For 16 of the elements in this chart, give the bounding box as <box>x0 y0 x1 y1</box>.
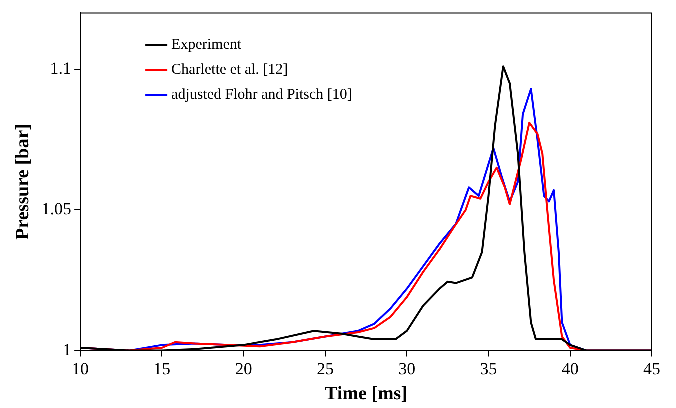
x-tick-label: 10 <box>72 359 90 378</box>
x-tick-label: 35 <box>480 359 498 378</box>
y-axis-title: Pressure [bar] <box>12 124 34 240</box>
legend-label: Charlette et al. [12] <box>172 62 288 78</box>
x-tick-label: 15 <box>154 359 171 378</box>
y-tick-label: 1.1 <box>50 58 72 78</box>
y-tick-label: 1 <box>63 340 72 360</box>
x-tick-label: 40 <box>562 359 579 378</box>
x-tick-label: 20 <box>235 359 252 378</box>
x-tick-label: 45 <box>644 359 660 378</box>
x-tick-label: 25 <box>316 359 334 378</box>
y-tick-label: 1.05 <box>42 200 72 219</box>
legend-label: Experiment <box>172 37 242 54</box>
legend-label: adjusted Flohr and Pitsch [10] <box>172 87 352 104</box>
x-axis-title: Time [ms] <box>325 384 408 405</box>
x-tick-label: 30 <box>398 359 416 378</box>
